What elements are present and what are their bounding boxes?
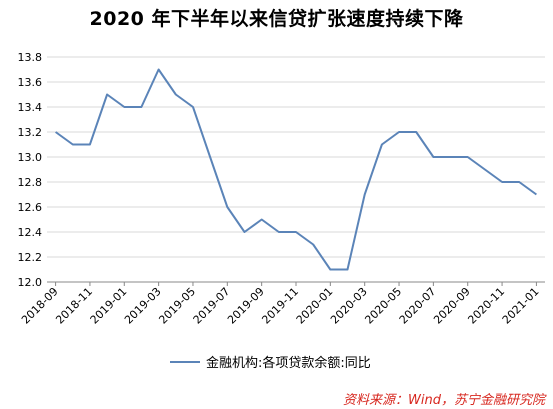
- x-tick-label: 2018-11: [53, 285, 95, 327]
- x-tick-labels: 2018-092018-112019-012019-032019-052019-…: [19, 285, 542, 327]
- x-tick-label: 2019-01: [88, 285, 130, 327]
- x-tick-label: 2018-09: [19, 285, 61, 327]
- chart-title: 2020 年下半年以来信贷扩张速度持续下降: [89, 8, 464, 30]
- y-tick-label: 13.8: [18, 51, 43, 64]
- x-tick-label: 2020-07: [397, 285, 439, 327]
- x-tick-label: 2019-05: [156, 285, 198, 327]
- x-tick-label: 2020-09: [431, 285, 473, 327]
- series-lines: [55, 68, 537, 271]
- x-tick-label: 2020-05: [362, 285, 404, 327]
- series-line: [55, 68, 537, 271]
- y-tick-label: 13.4: [18, 101, 43, 114]
- legend-label: 金融机构:各项贷款余额:同比: [206, 356, 371, 371]
- legend-line-swatch: [170, 360, 200, 363]
- y-tick-label: 13.2: [18, 126, 43, 139]
- x-tick-label: 2019-11: [259, 285, 301, 327]
- gridlines: [47, 56, 545, 258]
- y-tick-label: 12.2: [18, 251, 43, 264]
- y-tick-label: 12.6: [18, 201, 43, 214]
- y-tick-label: 12.0: [18, 276, 43, 289]
- legend: 金融机构:各项贷款余额:同比: [170, 352, 371, 371]
- y-tick-label: 12.4: [18, 226, 43, 239]
- y-tick-labels: 12.0 12.2 12.4 12.6 12.8 13.0 13.2 13.4 13.6 13.8: [18, 51, 43, 289]
- axes: [47, 281, 545, 286]
- y-tick-label: 13.6: [18, 76, 43, 89]
- y-tick-label: 12.8: [18, 176, 43, 189]
- x-tick-label: 2020-03: [328, 285, 370, 327]
- x-tick-label: 2019-03: [122, 285, 164, 327]
- x-tick-label: 2020-01: [294, 285, 336, 327]
- x-tick-label: 2021-01: [500, 285, 542, 327]
- x-tick-label: 2019-09: [225, 285, 267, 327]
- source-note: 资料来源：Wind，苏宁金融研究院: [343, 393, 545, 408]
- x-tick-label: 2020-11: [465, 285, 507, 327]
- y-tick-label: 13.0: [18, 151, 43, 164]
- x-tick-label: 2019-07: [191, 285, 233, 327]
